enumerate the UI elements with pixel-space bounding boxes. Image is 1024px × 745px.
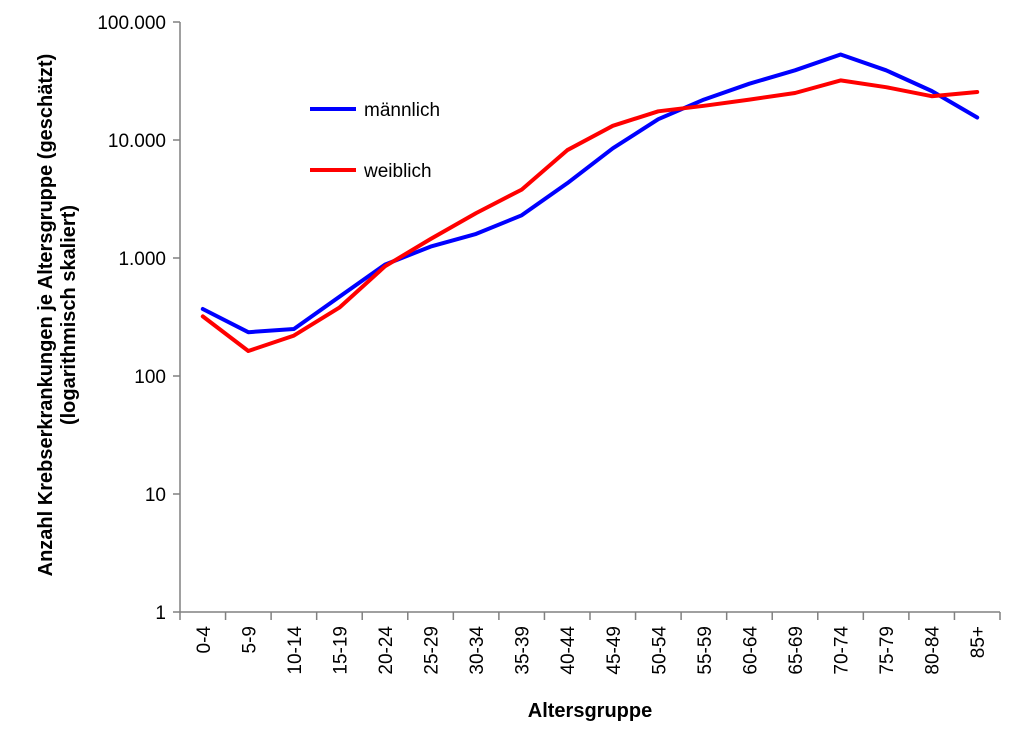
x-tick-label: 0-4: [194, 626, 215, 654]
x-axis: 0-4 5-9 10-14 15-19 20-24 25-29 30-34 35-39 40-4…: [179, 611, 1001, 675]
y-tick-label: 100: [134, 367, 166, 388]
y-tick-label: 100.000: [97, 13, 166, 34]
x-tick-label: 25-29: [422, 626, 443, 675]
y-axis-title-line2: (logarithmisch skaliert): [58, 205, 80, 425]
x-tick-label: 15-19: [330, 626, 351, 675]
legend-label-1: weiblich: [363, 161, 432, 182]
x-tick-label: 20-24: [376, 626, 397, 675]
x-tick-label: 60-64: [740, 626, 761, 675]
x-tick-label: 85+: [968, 626, 989, 658]
x-tick-label: 45-49: [604, 626, 625, 675]
y-tick-label: 1.000: [118, 249, 166, 270]
x-tick-label: 35-39: [513, 626, 534, 675]
y-axis-title-line1: Anzahl Krebserkrankungen je Altersgruppe…: [35, 54, 57, 577]
series-line-0: [200, 52, 980, 335]
x-tick-label: 55-59: [695, 626, 716, 675]
x-tick-label: 50-54: [649, 626, 670, 675]
x-tick-label: 5-9: [239, 626, 260, 653]
y-axis: 1 10 100 1.000 10.000 100.000: [97, 13, 181, 624]
series-layer: [200, 52, 980, 353]
x-tick-label: 75-79: [877, 626, 898, 675]
y-tick-label: 1: [155, 603, 166, 624]
x-tick-label: 40-44: [558, 626, 579, 675]
x-tick-label: 65-69: [786, 626, 807, 675]
x-tick-label: 70-74: [832, 626, 853, 675]
y-tick-label: 10.000: [108, 131, 166, 152]
y-tick-label: 10: [145, 485, 166, 506]
x-tick-label: 30-34: [467, 626, 488, 675]
x-tick-label: 10-14: [285, 626, 306, 675]
legend-label-0: männlich: [364, 100, 440, 121]
x-tick-label: 80-84: [923, 626, 944, 675]
legend: männlich weiblich: [310, 100, 440, 182]
x-axis-title: Altersgruppe: [528, 700, 652, 722]
series-line-1: [200, 78, 980, 353]
